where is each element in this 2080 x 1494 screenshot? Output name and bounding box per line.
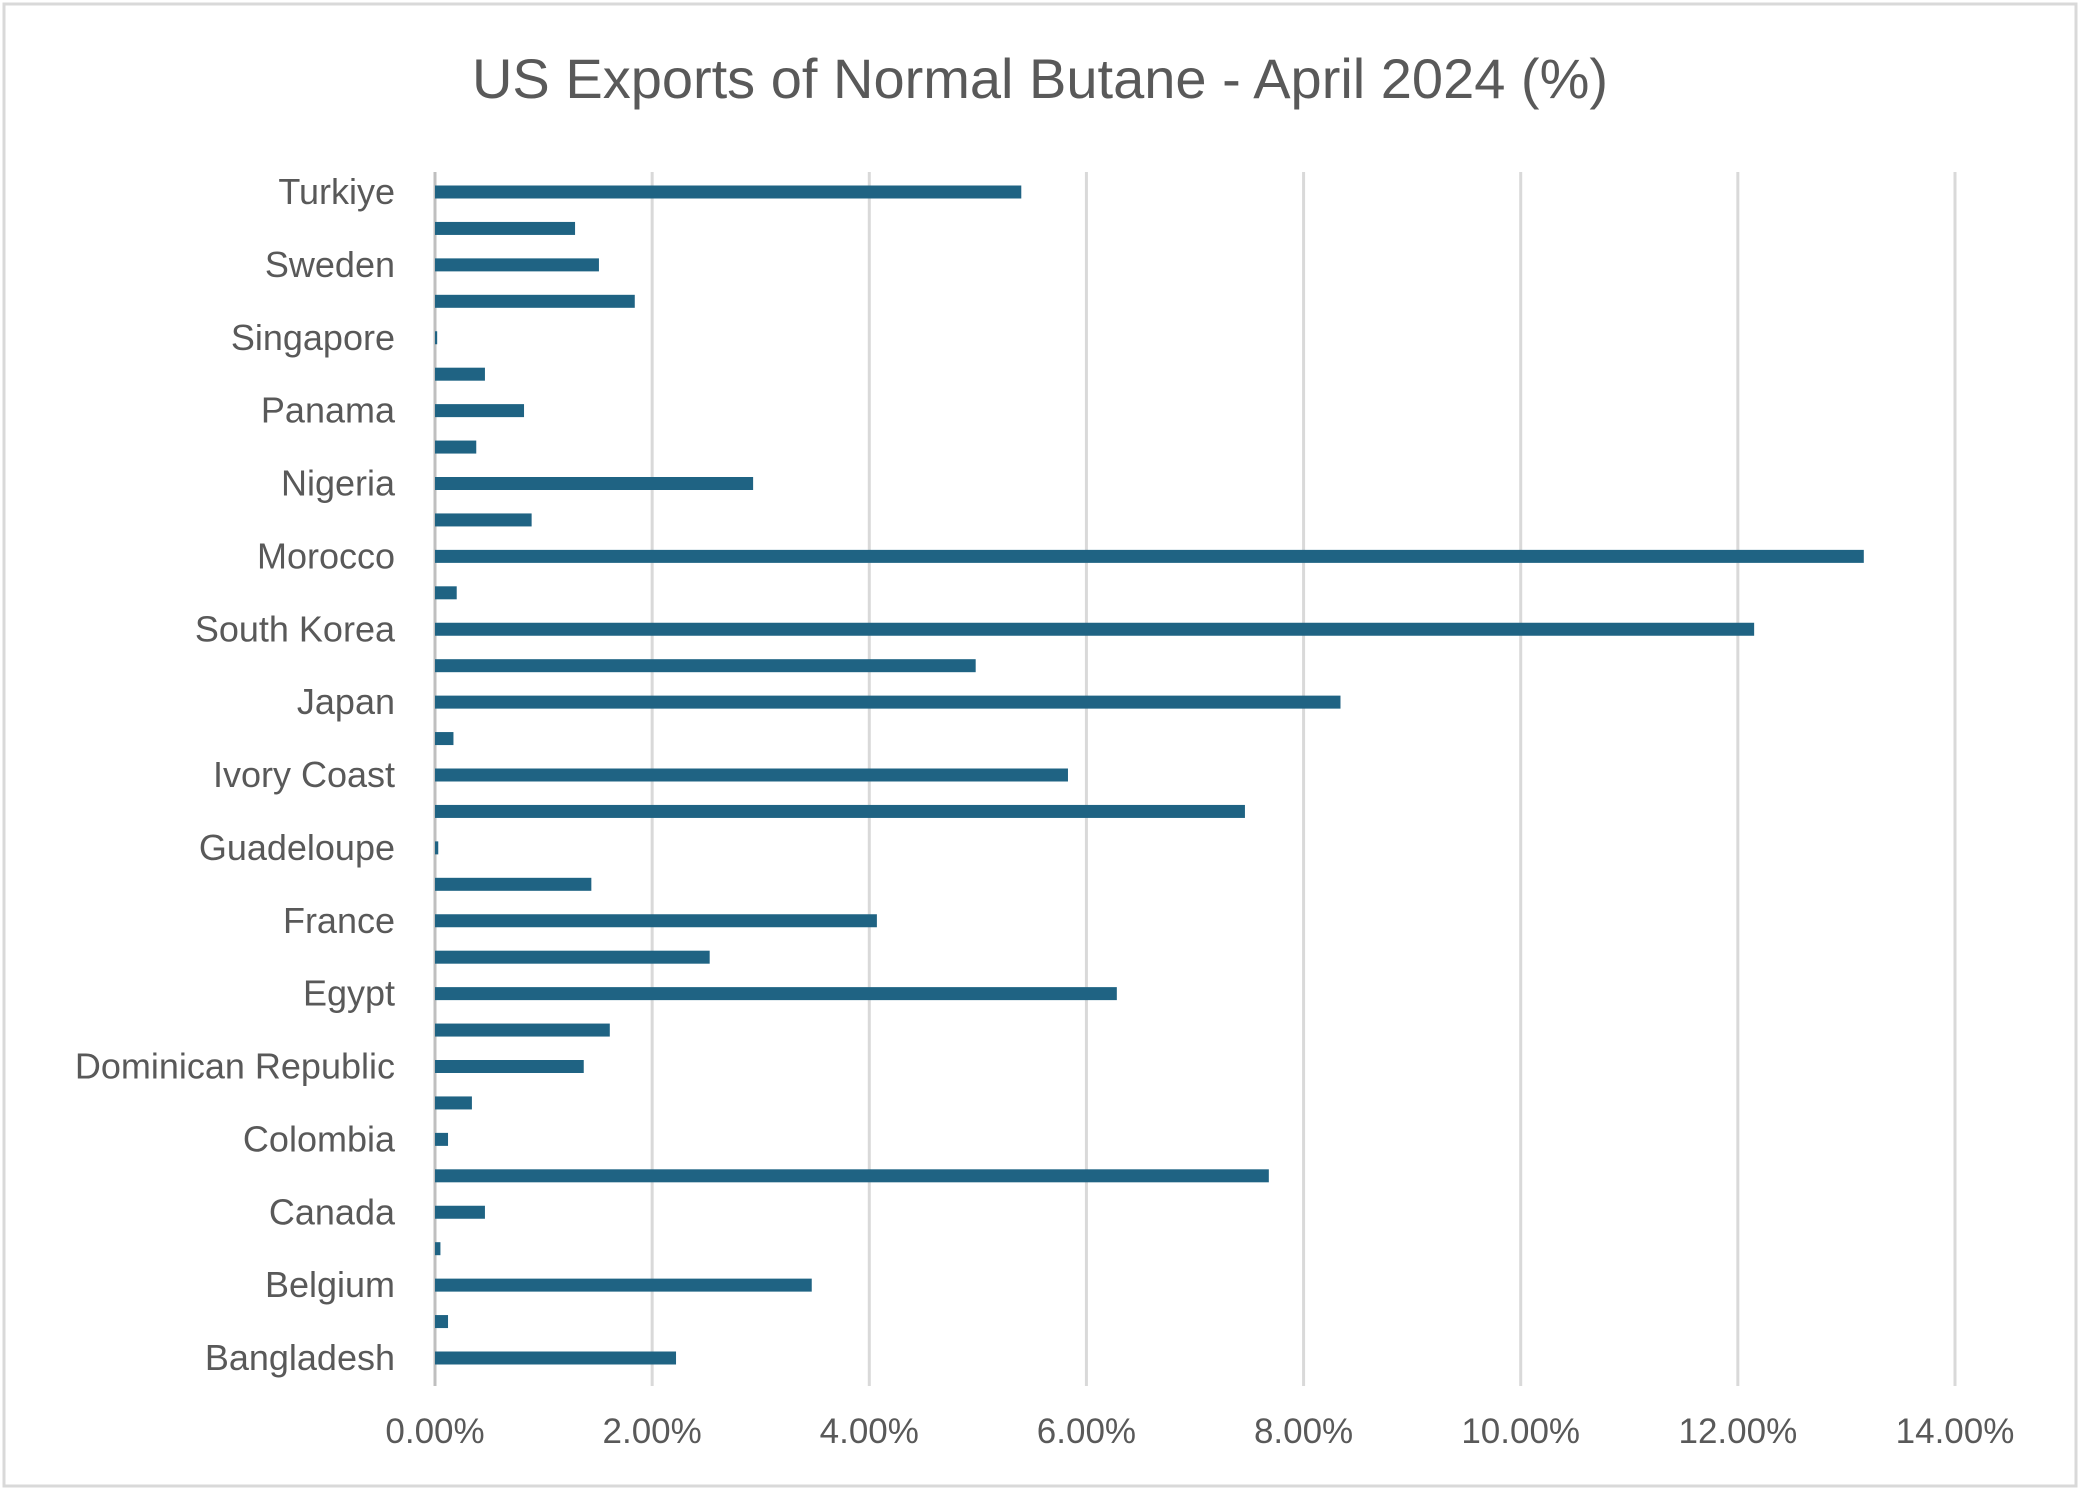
category-label: South Korea <box>195 608 396 649</box>
bar <box>435 294 635 308</box>
bar <box>435 768 1068 782</box>
bar <box>435 586 457 600</box>
bar <box>435 258 599 272</box>
bar <box>435 1060 584 1073</box>
bar <box>435 1278 812 1292</box>
x-tick-label: 8.00% <box>1254 1412 1353 1451</box>
category-label: Ivory Coast <box>213 754 395 795</box>
category-label: Canada <box>269 1191 396 1232</box>
bar <box>435 1315 449 1329</box>
bar <box>435 804 1245 818</box>
bar <box>435 1096 472 1110</box>
category-label: Turkiye <box>278 171 395 212</box>
x-tick-label: 10.00% <box>1461 1412 1580 1451</box>
bar <box>435 1351 677 1365</box>
category-label: Morocco <box>257 535 395 576</box>
bar <box>435 987 1117 1001</box>
bar <box>435 950 710 964</box>
x-tick-label: 6.00% <box>1037 1412 1136 1451</box>
category-label: Nigeria <box>281 463 396 504</box>
bar <box>435 914 877 928</box>
category-labels: Turkiye Sweden Singapore Panama Nigeria Moroc… <box>75 171 396 1378</box>
x-tick-label: 4.00% <box>820 1412 919 1451</box>
bar <box>435 513 532 527</box>
x-tick-labels: 0.00% 2.00% 4.00% 6.00% 8.00% 10.00% 12.00% 14.… <box>385 1412 2014 1451</box>
category-label: Colombia <box>243 1118 396 1159</box>
bar <box>435 1242 441 1256</box>
chart-title: US Exports of Normal Butane - April 2024… <box>472 47 1608 110</box>
category-label: Belgium <box>265 1264 395 1305</box>
bar <box>435 1132 449 1146</box>
category-label: France <box>283 900 395 941</box>
bar <box>435 221 576 235</box>
bar <box>435 1205 485 1219</box>
category-label: Dominican Republic <box>75 1046 395 1087</box>
bar <box>435 1023 610 1037</box>
category-label: Panama <box>261 390 396 431</box>
bar <box>435 695 1341 709</box>
bar <box>435 440 477 454</box>
category-label: Japan <box>297 681 395 722</box>
bar <box>435 477 754 490</box>
bar <box>435 549 1864 563</box>
bar <box>435 622 1755 636</box>
category-label: Guadeloupe <box>199 827 395 868</box>
bar <box>435 404 525 418</box>
bar <box>435 185 1022 199</box>
category-label: Sweden <box>265 244 395 285</box>
x-tick-label: 2.00% <box>603 1412 702 1451</box>
category-label: Egypt <box>303 973 395 1014</box>
x-tick-label: 14.00% <box>1896 1412 2015 1451</box>
x-tick-label: 12.00% <box>1678 1412 1797 1451</box>
bar <box>435 1169 1269 1183</box>
bar <box>435 732 454 746</box>
category-label: Bangladesh <box>205 1337 395 1378</box>
x-tick-label: 0.00% <box>385 1412 484 1451</box>
bar <box>435 659 976 673</box>
bars <box>435 185 1864 1365</box>
bar <box>435 367 485 381</box>
bar <box>435 877 592 891</box>
bar <box>435 331 438 345</box>
category-label: Singapore <box>231 317 395 358</box>
bar <box>435 841 439 855</box>
